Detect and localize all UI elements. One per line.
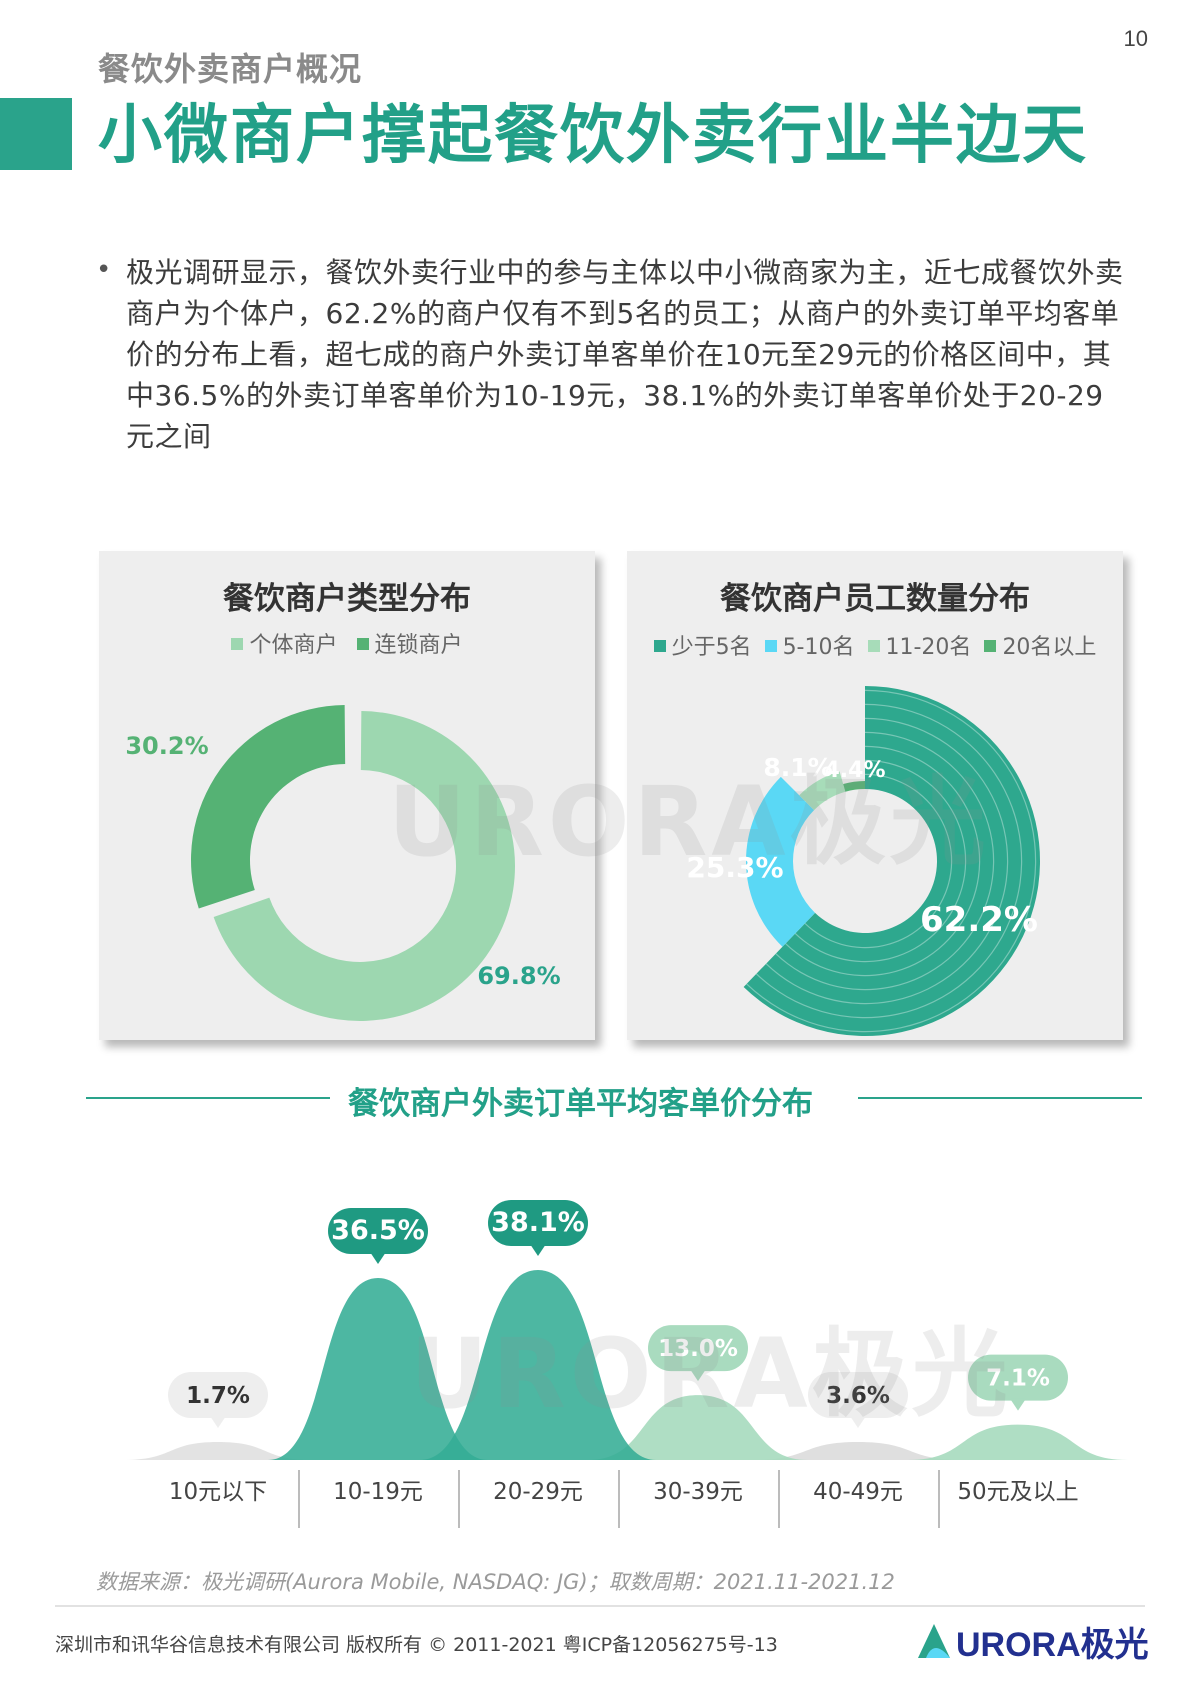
price-distribution-chart: 1.7% 36.5% 38.1% 13.0% 3.6% 7.1% [123, 1200, 1128, 1460]
bubble-pointer [210, 1416, 226, 1428]
title-accent-bar [0, 98, 72, 170]
summary-paragraph: 极光调研显示，餐饮外卖行业中的参与主体以中小微商家为主，近七成餐饮外卖商户为个体… [126, 256, 1124, 453]
legend-item: 5-10名 [764, 629, 855, 661]
category-label: 10元以下 [168, 1479, 268, 1505]
logo-text: URORA极光 [956, 1626, 1149, 1664]
legend-swatch [764, 640, 777, 652]
merchant-type-panel: 餐饮商户类型分布 个体商户 连锁商户 69.8% 30.2% [99, 551, 595, 1040]
chart-title: 餐饮商户员工数量分布 [720, 581, 1030, 617]
slice-label: 8.1% [763, 753, 832, 782]
slice-label: 4.4% [824, 758, 885, 783]
distribution-peak [123, 1442, 313, 1460]
legend-label: 5-10名 [782, 635, 855, 660]
donut-slice [213, 711, 515, 1021]
watermark: URORA极光 [410, 1318, 1012, 1430]
legend-swatch [867, 640, 880, 652]
distribution-peak [908, 1424, 1128, 1460]
category-separator [298, 1470, 300, 1528]
distribution-peak [588, 1395, 808, 1460]
bullet-marker: • [96, 255, 112, 285]
slice-label: 69.8% [477, 962, 560, 990]
data-label: 36.5% [331, 1215, 425, 1246]
footer-copyright: 深圳市和讯华谷信息技术有限公司 版权所有 © 2011-2021 粤ICP备12… [55, 1634, 778, 1656]
slice-label: 62.2% [920, 900, 1038, 940]
legend-label: 连锁商户 [374, 633, 463, 658]
data-label: 1.7% [186, 1383, 250, 1409]
category-separator [458, 1470, 460, 1528]
legend-swatch [984, 640, 997, 652]
slice-label: 30.2% [125, 732, 208, 760]
rose-slice [743, 686, 1040, 1036]
bubble-pointer [1010, 1398, 1026, 1411]
bubble-pointer [370, 1251, 386, 1264]
legend-item: 20名以上 [984, 629, 1096, 661]
value-bubble [328, 1207, 428, 1254]
slice-label: 25.3% [686, 851, 783, 884]
donut-slice [191, 705, 346, 909]
category-label: 30-39元 [653, 1479, 743, 1505]
legend-swatch [356, 638, 369, 650]
category-label: 20-29元 [493, 1479, 583, 1505]
category-separator [938, 1470, 940, 1528]
legend-item: 个体商户 [231, 627, 338, 659]
legend-item: 连锁商户 [356, 627, 463, 659]
title-rule-right [858, 1097, 1142, 1099]
legend-label: 11-20名 [885, 635, 972, 660]
merchant-type-donut: 69.8% 30.2% [125, 705, 561, 1021]
value-bubble [648, 1325, 748, 1372]
price-chart-title: 餐饮商户外卖订单平均客单价分布 [348, 1086, 813, 1122]
watermark: URORA极光 [388, 766, 990, 878]
title-rule-left [86, 1097, 330, 1099]
employee-count-rose: 62.2% 25.3% 8.1%4.4% [686, 686, 1040, 1036]
legend-label: 少于5名 [671, 635, 752, 660]
category-separator [618, 1470, 620, 1528]
category-label: 50元及以上 [957, 1479, 1079, 1505]
distribution-peak [753, 1442, 963, 1460]
main-title: 小微商户撑起餐饮外卖行业半边天 [98, 99, 1088, 173]
legend-label: 个体商户 [249, 633, 338, 658]
legend-label: 20名以上 [1002, 635, 1097, 660]
bubble-pointer [850, 1416, 866, 1428]
distribution-peak [420, 1270, 656, 1460]
category-label: 40-49元 [813, 1479, 903, 1505]
bubble-pointer [690, 1369, 706, 1382]
value-bubble [168, 1372, 268, 1418]
value-bubble [488, 1200, 588, 1246]
data-source: 数据来源：极光调研(Aurora Mobile, NASDAQ: JG)；取数周… [96, 1570, 895, 1594]
data-label: 38.1% [491, 1207, 585, 1238]
legend-item: 11-20名 [867, 629, 972, 661]
rose-slice [746, 776, 816, 947]
chart-legend: 个体商户 连锁商户 [99, 627, 595, 659]
footer-divider [55, 1605, 1145, 1607]
legend-swatch [231, 638, 244, 650]
chart-legend: 少于5名 5-10名 11-20名 20名以上 [627, 629, 1123, 661]
distribution-peak [268, 1277, 488, 1460]
chart-title: 餐饮商户类型分布 [223, 581, 471, 617]
data-label: 13.0% [658, 1336, 738, 1362]
data-label: 7.1% [986, 1366, 1050, 1392]
legend-item: 少于5名 [653, 629, 752, 661]
value-bubble [808, 1372, 908, 1418]
section-title: 餐饮外卖商户概况 [98, 50, 363, 88]
value-bubble [968, 1354, 1068, 1401]
employee-count-panel: 餐饮商户员工数量分布 少于5名 5-10名 11-20名 20名以上 62.2%… [627, 551, 1123, 1040]
legend-swatch [653, 640, 666, 652]
page-number: 10 [1123, 26, 1148, 51]
rose-slice [843, 781, 865, 792]
rose-slice [799, 771, 846, 811]
category-label: 10-19元 [333, 1479, 423, 1505]
data-label: 3.6% [826, 1383, 890, 1409]
aurora-logo: URORA极光 [918, 1624, 1149, 1664]
bubble-pointer [530, 1244, 546, 1256]
category-separator [778, 1470, 780, 1528]
